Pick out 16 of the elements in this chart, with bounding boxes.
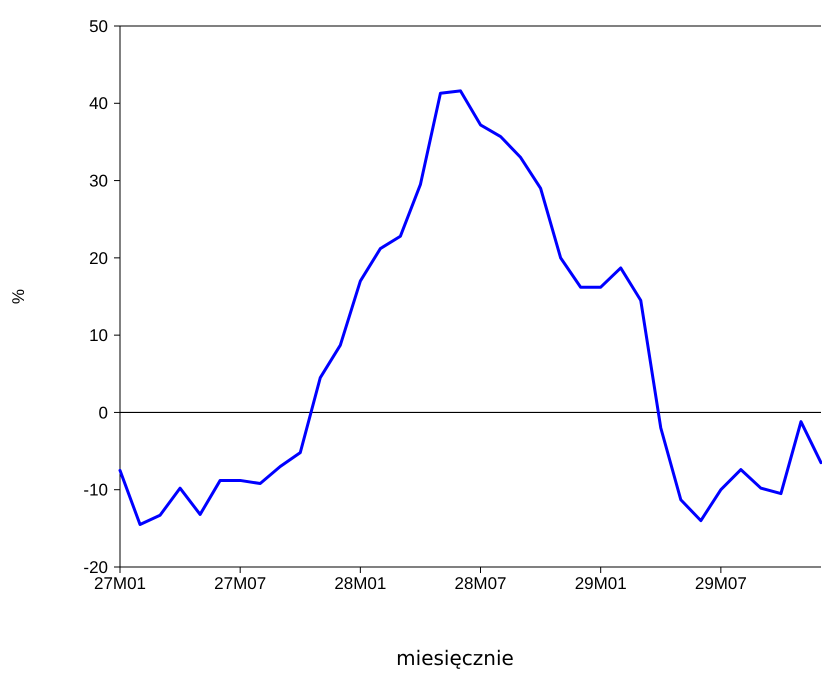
x-tick-label: 28M01 [334,574,386,593]
y-tick-label: 30 [89,172,108,191]
y-tick-label: 50 [89,16,108,36]
y-tick-label: 0 [98,403,108,422]
x-tick-label: 29M07 [694,574,747,593]
y-axis-title: % [9,288,28,304]
x-tick-label: 29M01 [574,574,627,593]
y-tick-label: -20 [83,558,108,577]
y-tick-label: 10 [89,326,108,346]
y-tick-label: -10 [83,480,108,500]
x-tick-label: 28M07 [454,574,507,593]
x-axis-title: miesięcznie [396,646,514,670]
y-tick-label: 40 [89,94,108,114]
x-tick-label: 27M07 [214,574,266,593]
y-tick-label: 20 [89,248,108,268]
x-tick-label: 27M01 [94,574,146,593]
